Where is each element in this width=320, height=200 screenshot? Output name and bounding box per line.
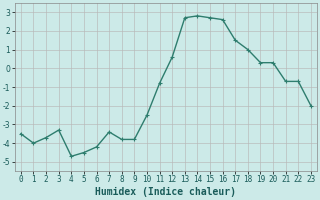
X-axis label: Humidex (Indice chaleur): Humidex (Indice chaleur)	[95, 187, 236, 197]
